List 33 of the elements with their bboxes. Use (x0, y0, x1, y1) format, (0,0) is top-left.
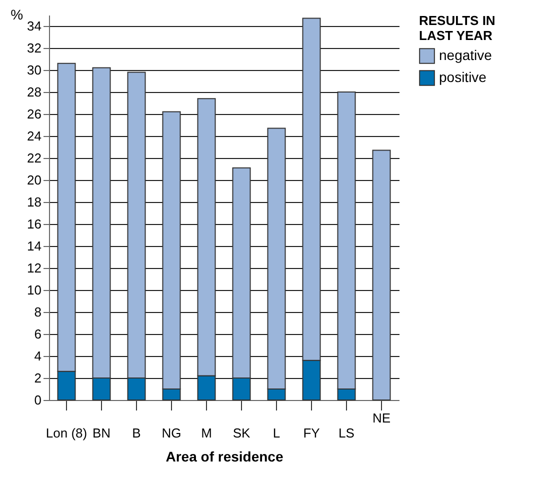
x-tick-label: L (272, 426, 280, 440)
y-tick-label: 2 (34, 370, 42, 386)
y-tick-label: 4 (34, 348, 42, 364)
y-tick-label: 22 (27, 150, 42, 166)
y-tick-label: 6 (34, 326, 42, 342)
y-tick-label: 34 (27, 18, 42, 34)
y-tick-label: 26 (27, 106, 42, 122)
x-tick-label: Lon (8) (46, 426, 88, 440)
y-tick-label: 18 (27, 194, 42, 210)
legend-label: positive (439, 69, 487, 85)
y-tick-label: 24 (27, 128, 42, 144)
y-tick-label: 10 (27, 282, 42, 298)
y-tick-label: 32 (27, 40, 42, 56)
y-tick-label: 28 (27, 84, 42, 100)
x-axis-title: Area of residence (166, 448, 284, 464)
x-tick-label: LS (338, 426, 355, 440)
x-tick-label: M (201, 426, 212, 440)
x-tick-label: NG (162, 426, 182, 440)
x-tick-label: BN (92, 426, 111, 440)
y-tick-label: 20 (27, 172, 42, 188)
x-tick-label: B (132, 426, 141, 440)
y-tick-label: 8 (34, 304, 42, 320)
x-tick-label: FY (303, 426, 320, 440)
x-tick-label: SK (232, 426, 250, 440)
y-tick-label: 14 (27, 238, 42, 254)
x-tick-label: NE (372, 410, 391, 426)
y-tick-label: 16 (27, 216, 42, 232)
y-axis-title: % (10, 6, 24, 22)
y-tick-label: 12 (27, 260, 42, 276)
legend-label: negative (439, 47, 492, 63)
legend-title: RESULTS IN LAST YEAR (419, 13, 496, 43)
y-tick-label: 30 (27, 62, 42, 78)
y-tick-label: 0 (34, 392, 42, 408)
